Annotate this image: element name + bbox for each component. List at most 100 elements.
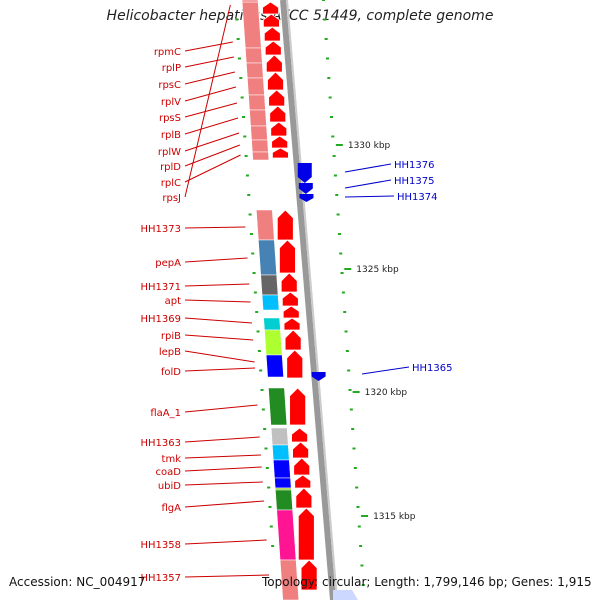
left-gene-label: HH1373 [141,224,182,235]
left-gene-label: rpiB [161,331,181,342]
leader-line [184,481,263,486]
left-gene-label: HH1369 [141,314,182,325]
left-gene-label: rplD [160,162,181,173]
leader-line [184,334,254,341]
category-box [265,354,284,378]
leader-line [184,56,234,68]
category-box [255,209,275,241]
left-gene-label: pepA [155,258,181,269]
category-box [251,139,269,153]
category-box [245,62,264,79]
reverse-gene-arrow [311,372,326,381]
left-gene-label: folD [161,367,181,378]
leader-line [184,500,265,508]
leader-line [184,539,267,545]
leader-line [184,466,262,472]
left-gene-label: coaD [156,467,182,478]
category-box [272,459,291,479]
reverse-gene-arrow [297,163,312,183]
right-gene-label: HH1374 [397,192,438,203]
forward-gene-arrow [268,89,286,107]
category-box [249,109,267,127]
leader-line [184,117,239,135]
category-box [279,559,300,600]
category-box [244,47,263,64]
category-box [261,294,280,311]
scale-labels: 1330 kbp 1325 kbp 1320 kbp 1315 kbp [335,141,416,522]
map-title: Helicobacter hepaticus ATCC 51449, compl… [106,8,494,24]
leader-line [344,163,392,173]
left-gene-labels: rpmC rplP rpsC rplV rpsS rplB rplW rplD rplC rpsJ… [141,4,270,584]
forward-gene-arrow [276,209,294,241]
forward-gene-arrow [269,105,287,123]
forward-gene-arrow [262,1,279,15]
forward-gene-arrow [267,71,284,91]
forward-gene-arrow [294,474,312,489]
category-box [248,94,266,111]
forward-gene-arrow [281,291,299,307]
forward-gene-arrow [265,54,283,73]
left-gene-label: HH1357 [141,573,182,584]
right-gene-label: HH1375 [394,176,435,187]
leader-line [184,404,258,413]
forward-gene-arrow [289,387,307,426]
forward-gene-arrow [282,305,300,319]
category-box [268,387,288,426]
scale-ticks [235,0,365,586]
accession-text: Accession: NC_004917 [9,575,146,589]
forward-gene-arrow [292,441,310,459]
leader-line [184,86,237,102]
leader-line [184,317,253,324]
leader-line [184,4,231,198]
leader-line [184,71,236,85]
category-box [274,477,292,489]
left-gene-label: HH1358 [141,540,182,551]
category-box [241,1,262,49]
forward-gene-arrow [280,272,298,293]
left-gene-label: ubiD [158,481,181,492]
left-gene-label: rplV [161,97,181,108]
forward-gene-arrow [293,457,311,476]
backbone-highlight [286,0,338,600]
forward-gene-arrow [286,349,304,379]
right-gene-labels: HH1376 HH1375 HH1374 HH1365 [344,160,453,375]
leader-line [184,154,241,183]
category-box [252,151,270,161]
forward-gene-arrow [263,26,281,42]
right-gene-label: HH1365 [412,363,453,374]
leader-line [184,132,240,152]
right-gene-label: HH1376 [394,160,435,171]
forward-gene-arrow [270,121,288,137]
leader-line [184,257,248,263]
reverse-genes [297,163,358,600]
forward-gene-arrow [295,487,313,509]
category-box [260,274,279,296]
category-boxes [241,0,300,600]
category-box [241,0,259,3]
backbone-line [280,0,336,600]
forward-gene-arrow [284,329,302,351]
scale-label: 1315 kbp [373,512,416,522]
left-gene-label: HH1371 [141,282,182,293]
genome-backbone [280,0,338,600]
genome-summary-text: Topology: circular; Length: 1,799,146 bp… [262,575,592,589]
leader-line [184,102,238,118]
scale-label: 1320 kbp [365,388,408,398]
left-gene-label: flgA [162,503,182,514]
leader-line [184,350,255,363]
left-gene-label: rpsC [158,80,181,91]
category-box [271,444,290,461]
scale-label: 1325 kbp [356,265,399,275]
leader-line [184,226,246,229]
leader-line [184,41,233,52]
forward-gene-arrow [272,147,289,159]
left-gene-label: rpmC [154,47,181,58]
forward-gene-arrow [291,427,308,443]
category-box [276,509,297,561]
left-gene-label: HH1363 [141,438,182,449]
leader-line [184,283,250,287]
leader-line [184,574,270,578]
scale-label: 1330 kbp [348,141,391,151]
category-box [250,125,268,141]
